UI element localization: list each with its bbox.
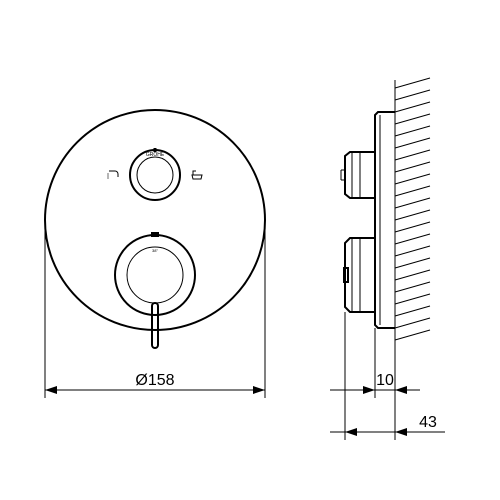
side-view: 10 43 bbox=[330, 78, 445, 440]
front-view: GROHE 38° bbox=[45, 110, 265, 398]
diverter-marker bbox=[154, 148, 157, 152]
bath-icon bbox=[192, 171, 202, 179]
lever-handle bbox=[152, 303, 158, 348]
brand-text: GROHE bbox=[146, 152, 165, 158]
temp-marker: 38° bbox=[152, 248, 158, 253]
diverter-knob: GROHE bbox=[130, 148, 180, 200]
safety-stop-icon bbox=[151, 232, 159, 237]
dim-10-label: 10 bbox=[376, 372, 394, 389]
shower-icon bbox=[107, 171, 118, 179]
trim-plate-profile bbox=[375, 112, 395, 328]
diverter-knob-side bbox=[341, 152, 375, 198]
wall-hatch bbox=[395, 78, 430, 345]
temperature-knob-side bbox=[344, 238, 375, 312]
dimension-43: 43 bbox=[330, 414, 445, 436]
technical-drawing: GROHE 38° bbox=[0, 0, 500, 500]
dimension-diameter: Ø158 bbox=[45, 372, 265, 394]
dim-43-label: 43 bbox=[419, 414, 437, 431]
escutcheon-plate bbox=[45, 110, 265, 330]
dim-diameter-label: Ø158 bbox=[135, 372, 174, 389]
